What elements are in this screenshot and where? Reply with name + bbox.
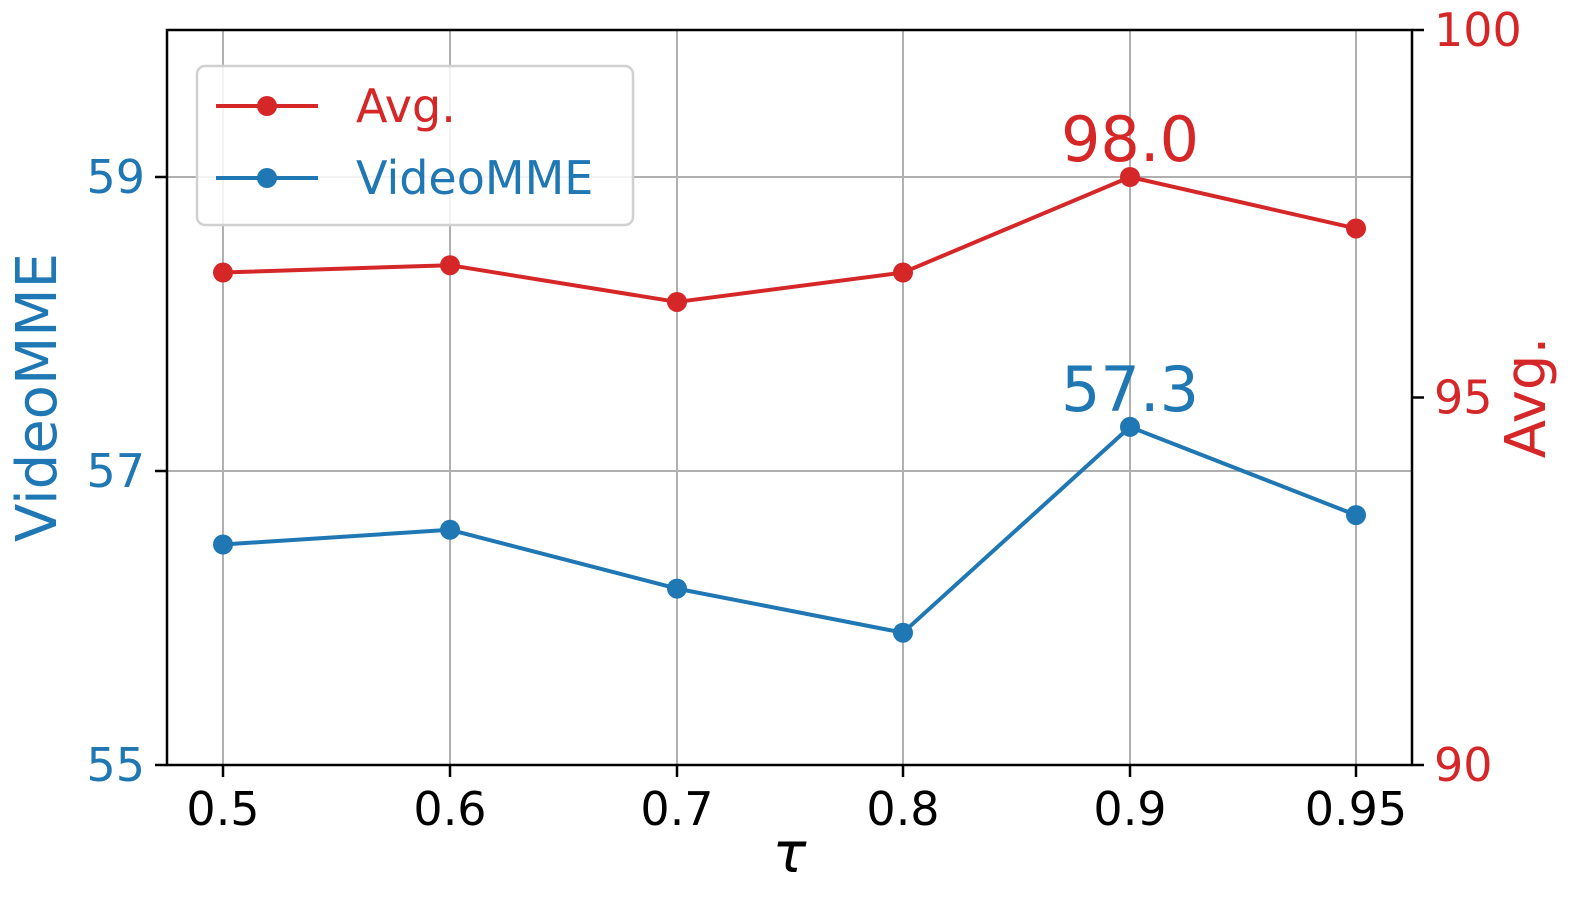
data-point: [893, 622, 913, 643]
y-right-axis-title: Avg.: [1494, 337, 1559, 459]
data-point: [667, 291, 687, 312]
x-tick-label: 0.95: [1305, 782, 1407, 836]
series-line-videomme: [222, 424, 1357, 635]
data-point: [667, 578, 687, 599]
data-point: [1346, 218, 1366, 239]
series-line-avg: [222, 175, 1357, 304]
x-tick-label: 0.5: [186, 782, 259, 836]
legend-marker: [257, 96, 277, 116]
y-left-axis-title: VideoMME: [5, 253, 70, 542]
data-point: [1120, 167, 1140, 187]
data-label: 57.3: [1061, 353, 1199, 426]
x-tick-label: 0.6: [413, 782, 486, 836]
y-left-tick-label: 59: [86, 150, 145, 204]
data-point: [440, 255, 460, 276]
x-tick-label: 0.8: [866, 782, 939, 836]
legend-marker: [257, 168, 277, 188]
data-point: [1346, 505, 1366, 526]
data-point: [213, 262, 233, 283]
data-label: 98.0: [1061, 103, 1199, 176]
y-right-tick-label: 100: [1434, 3, 1522, 57]
data-point: [213, 534, 233, 555]
x-axis-title: τ: [773, 821, 807, 886]
data-point: [440, 519, 460, 540]
y-right-tick-label: 95: [1434, 371, 1493, 425]
legend-label: VideoMME: [356, 151, 593, 205]
x-tick-label: 0.9: [1093, 782, 1166, 836]
legend-label: Avg.: [356, 79, 456, 133]
data-point: [893, 262, 913, 283]
x-tick-label: 0.7: [640, 782, 713, 836]
y-right-tick-label: 90: [1434, 738, 1493, 792]
series-layer: 98.0 57.3: [213, 103, 1366, 643]
y-left-tick-label: 55: [86, 738, 145, 792]
legend: Avg. VideoMME: [195, 64, 635, 227]
y-left-tick-label: 57: [86, 444, 145, 498]
data-point: [1120, 416, 1140, 437]
axes-layer: 0.5 0.6 0.7 0.8 0.9 0.95 55 57 59 90 95 100 τ VideoMM…: [5, 3, 1559, 886]
